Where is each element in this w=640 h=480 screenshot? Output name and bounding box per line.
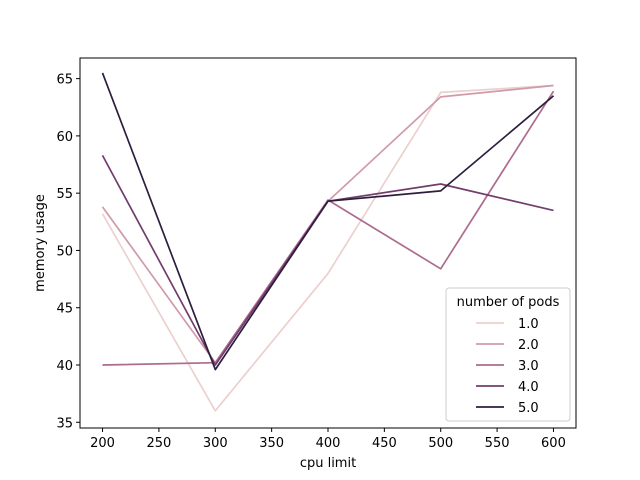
x-tick-label: 550 (485, 436, 510, 451)
y-tick-label: 35 (56, 416, 73, 431)
y-axis-ticks: 35 40 45 50 55 60 65 (56, 73, 80, 431)
legend-label-4.0: 4.0 (518, 380, 539, 395)
series-line-1.0 (101, 84, 554, 412)
series-line-5.0 (101, 72, 555, 371)
x-tick-label: 600 (541, 436, 566, 451)
legend-label-2.0: 2.0 (518, 338, 539, 353)
x-tick-label: 250 (146, 436, 171, 451)
y-tick-label: 55 (56, 187, 73, 202)
legend-box (445, 287, 571, 422)
x-tick-label: 500 (428, 436, 453, 451)
y-tick-label: 45 (56, 302, 73, 317)
y-tick-label: 65 (56, 73, 73, 88)
y-tick-label: 50 (56, 244, 73, 259)
legend: number of pods 1.0 2.0 3.0 4.0 5.0 (445, 287, 571, 422)
x-axis-ticks: 200 250 300 350 400 450 500 550 600 (90, 428, 566, 451)
series-line-3.0 (102, 90, 555, 366)
x-tick-label: 400 (316, 436, 341, 451)
legend-label-3.0: 3.0 (518, 359, 539, 374)
legend-title: number of pods (457, 295, 560, 310)
x-tick-label: 350 (259, 436, 284, 451)
legend-label-5.0: 5.0 (518, 401, 539, 416)
legend-label-1.0: 1.0 (518, 317, 539, 332)
x-axis-label: cpu limit (300, 456, 356, 471)
y-axis-label: memory usage (33, 194, 48, 292)
x-tick-label: 300 (203, 436, 228, 451)
x-tick-label: 200 (90, 436, 115, 451)
x-tick-label: 450 (372, 436, 397, 451)
series-layer (101, 72, 555, 412)
y-tick-label: 40 (56, 359, 73, 374)
y-tick-label: 60 (56, 130, 73, 145)
